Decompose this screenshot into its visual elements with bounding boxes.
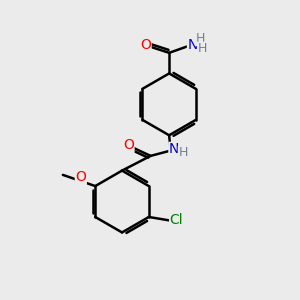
Text: H: H xyxy=(196,32,205,46)
Text: N: N xyxy=(188,38,198,52)
Text: H: H xyxy=(178,146,188,159)
Text: O: O xyxy=(123,138,134,152)
Text: H: H xyxy=(197,42,207,55)
Text: O: O xyxy=(140,38,151,52)
Text: N: N xyxy=(169,142,179,156)
Text: Cl: Cl xyxy=(170,213,183,227)
Text: O: O xyxy=(75,170,86,184)
